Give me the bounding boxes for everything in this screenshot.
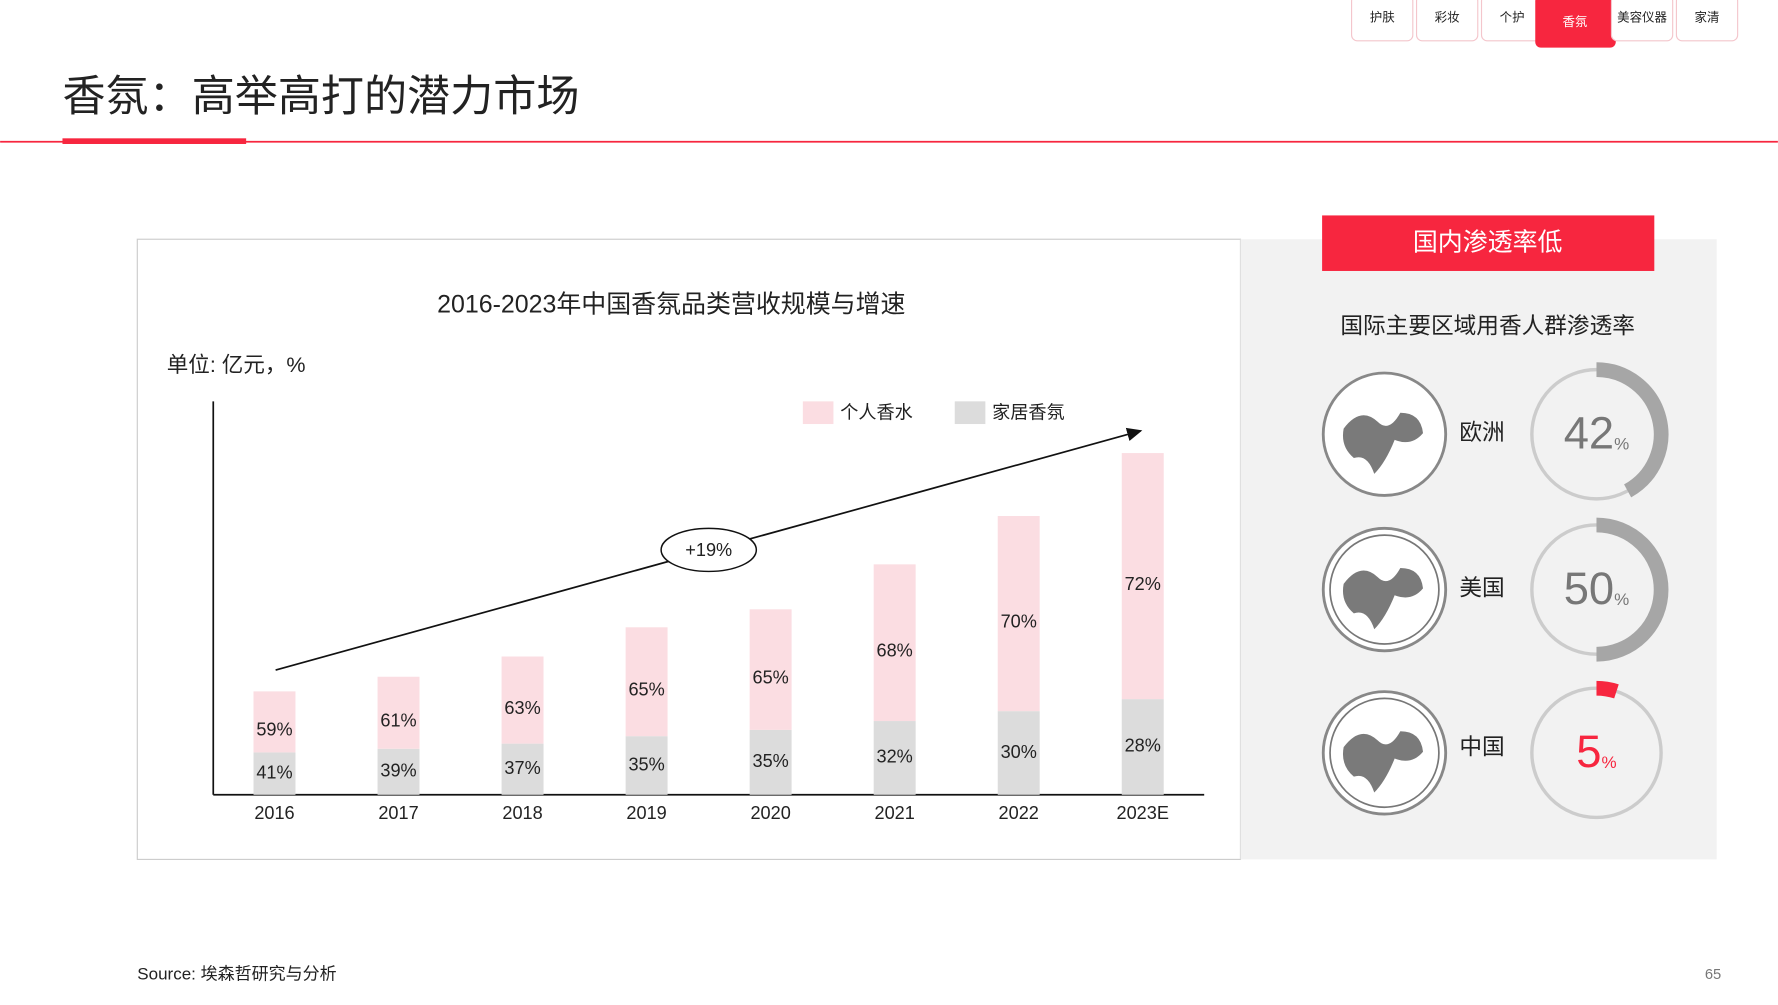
bar-segment	[873, 564, 916, 722]
region-name: 中国	[1459, 733, 1504, 759]
tab[interactable]	[1675, 0, 1739, 42]
bar-segment	[749, 609, 792, 730]
legend-swatch	[802, 401, 834, 425]
value-label: 32%	[877, 747, 913, 767]
ring-arc	[1596, 680, 1619, 699]
annotation-bubble	[660, 527, 758, 573]
ring-arc	[1596, 517, 1669, 662]
value-label: 61%	[380, 711, 416, 731]
unit: %	[1602, 754, 1617, 773]
bar-segment	[253, 691, 296, 753]
bar-segment	[1121, 453, 1164, 700]
value-label: 63%	[504, 698, 540, 718]
value-label: 72%	[1125, 574, 1161, 594]
bar-segment	[253, 752, 296, 795]
chart-title: 2016-2023年中国香氛品类营收规模与增速	[437, 291, 905, 319]
value-label: 65%	[628, 680, 664, 700]
legend-label: 家居香氛	[992, 403, 1065, 423]
tab[interactable]	[1351, 0, 1414, 42]
unit-label: 单位: 亿元，%	[167, 353, 306, 377]
bar-segment	[997, 711, 1040, 795]
tab[interactable]	[1535, 0, 1616, 48]
x-tick-label: 2021	[875, 803, 915, 823]
bar-segment	[377, 748, 420, 795]
tab[interactable]	[1415, 0, 1479, 42]
region-name: 欧洲	[1459, 419, 1504, 445]
unit: %	[1614, 435, 1629, 454]
legend-label: 个人香水	[840, 403, 913, 423]
panel-header-box	[1322, 215, 1655, 271]
page-number: 65	[1705, 967, 1721, 983]
continents	[1342, 568, 1424, 630]
panel-title: 国际主要区域用香人群渗透率	[1340, 313, 1635, 339]
regions: 欧洲 42% 美国 50% 中国 5%	[1321, 362, 1669, 820]
value-label: 37%	[504, 758, 540, 778]
tab-label[interactable]: 彩妆	[1435, 10, 1460, 24]
plot: 2016 41% 59% 2017 39% 61% 2018 37% 63% 2019 35% 65%…	[253, 401, 1169, 823]
bar-segment	[625, 627, 668, 737]
bar-segment	[749, 729, 792, 795]
value-label: 35%	[628, 754, 664, 774]
bar-segment	[873, 721, 916, 795]
tab-bar: 护肤 彩妆 个护 香氛 美容仪器 家清	[1351, 0, 1739, 48]
value-label: 30%	[1001, 742, 1037, 762]
tab-label[interactable]: 家清	[1695, 9, 1720, 24]
ring-arc	[1596, 362, 1669, 498]
tab[interactable]	[1610, 0, 1674, 42]
value-label: 59%	[256, 720, 292, 740]
value-label: 68%	[877, 641, 913, 661]
annotation: +19%	[685, 540, 732, 560]
value-label: 41%	[256, 762, 292, 782]
title-accent	[62, 138, 247, 144]
bar-segment	[1121, 699, 1164, 795]
ring-value: 50%	[1564, 563, 1630, 614]
x-tick-label: 2017	[378, 803, 418, 823]
value-label: 65%	[752, 667, 788, 687]
x-tick-label: 2023E	[1117, 803, 1169, 823]
value: 50	[1564, 563, 1614, 614]
tab-label[interactable]: 香氛	[1562, 15, 1587, 29]
ring-value: 42%	[1564, 407, 1630, 458]
value: 5	[1576, 726, 1601, 777]
panel-header: 国内渗透率低	[1413, 228, 1563, 256]
bar-segment	[625, 736, 668, 795]
value-label: 70%	[1001, 611, 1037, 631]
x-tick-label: 2022	[999, 803, 1039, 823]
continents	[1342, 412, 1424, 474]
x-tick-label: 2019	[626, 803, 666, 823]
x-tick-label: 2018	[502, 803, 542, 823]
bar-segment	[501, 656, 544, 744]
legend-swatch	[954, 401, 986, 425]
bar-segment	[997, 516, 1040, 712]
tab-label[interactable]: 护肤	[1370, 9, 1395, 24]
value-label: 35%	[752, 751, 788, 771]
bar-segment	[501, 743, 544, 795]
tab-label[interactable]: 个护	[1500, 10, 1525, 24]
page-title: 香氛：高举高打的潜力市场	[62, 73, 579, 121]
value-label: 28%	[1125, 736, 1161, 756]
source: Source: 埃森哲研究与分析	[137, 965, 336, 984]
x-tick-label: 2020	[750, 803, 790, 823]
value: 42	[1564, 407, 1614, 458]
ring-value: 5%	[1576, 726, 1616, 777]
unit: %	[1614, 590, 1629, 609]
x-tick-label: 2016	[254, 803, 294, 823]
tab-label[interactable]: 美容仪器	[1617, 9, 1667, 24]
value-label: 39%	[380, 761, 416, 781]
continents	[1342, 731, 1424, 793]
region-name: 美国	[1459, 575, 1504, 601]
bar-segment	[377, 676, 420, 749]
